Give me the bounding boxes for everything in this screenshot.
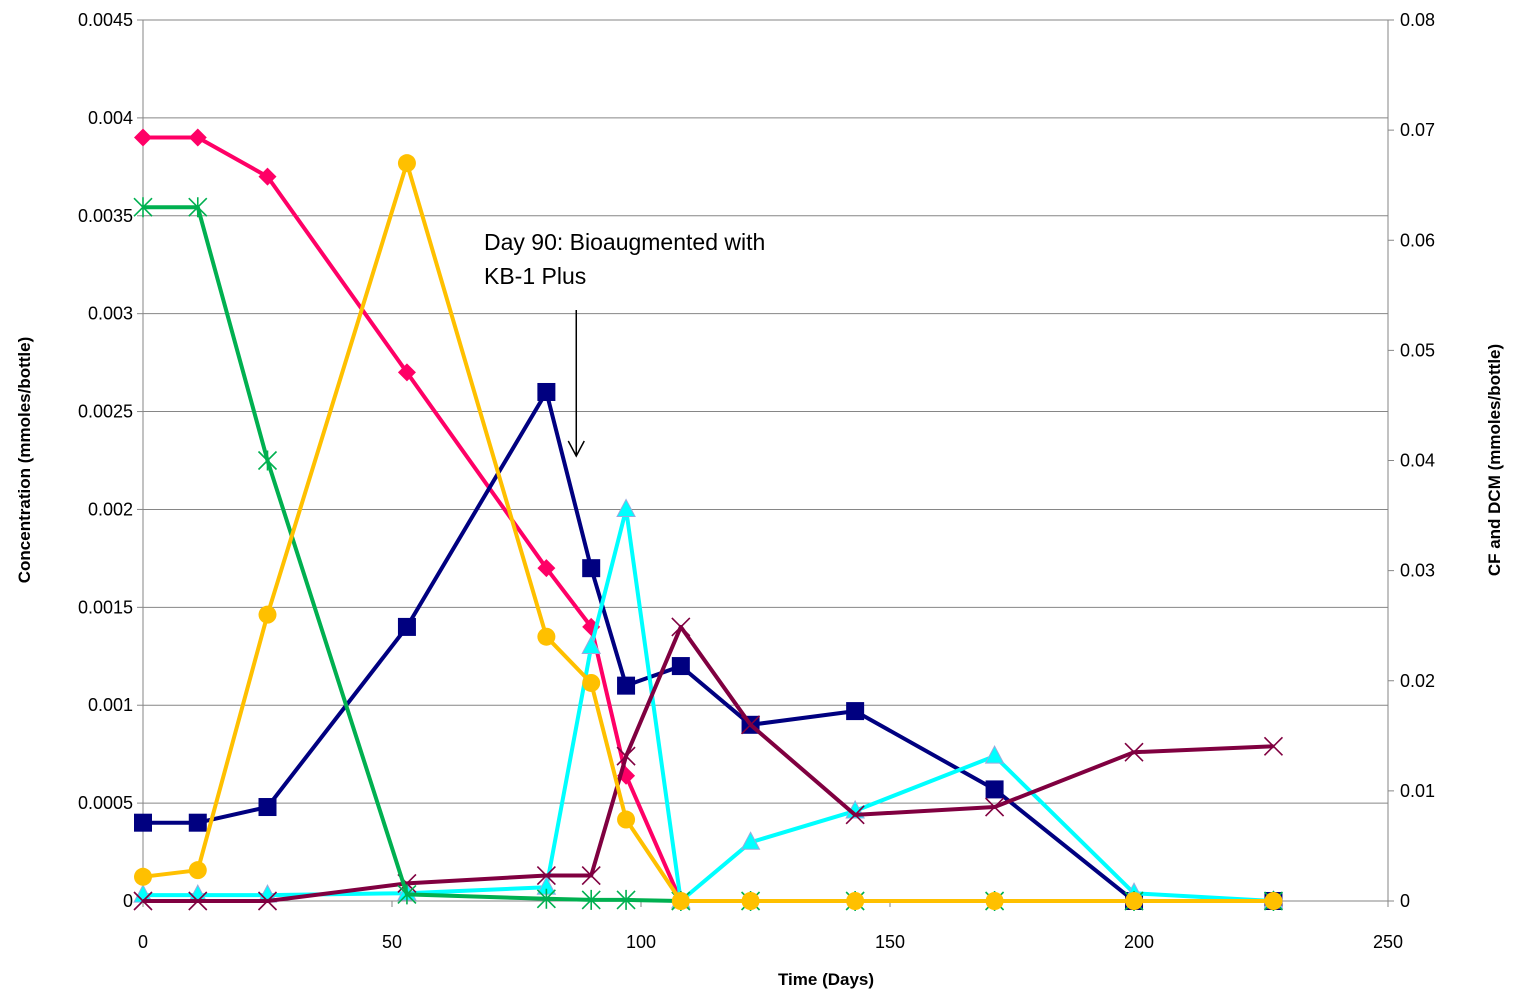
- y-right-tick-label: 0.07: [1400, 120, 1435, 140]
- circle-marker: [846, 892, 865, 910]
- y-right-tick-label: 0: [1400, 891, 1410, 911]
- star-marker: [616, 889, 636, 910]
- y-left-tick-label: 0.002: [88, 499, 133, 519]
- y-left-tick-label: 0.004: [88, 108, 133, 128]
- diamond-marker: [188, 128, 207, 147]
- x-tick-label: 50: [382, 932, 402, 952]
- x-tick-label: 250: [1373, 932, 1403, 952]
- series-group: [133, 128, 1284, 911]
- y-right-tick-label: 0.03: [1400, 561, 1435, 581]
- y-left-tick-label: 0.0005: [78, 793, 133, 813]
- y-right-axis-title: CF and DCM (mmoles/bottle): [1485, 344, 1504, 576]
- x-marker: [133, 891, 153, 911]
- x-marker: [188, 891, 208, 911]
- diamond-marker: [258, 167, 277, 186]
- square-marker: [985, 780, 1004, 799]
- x-axis-title: Time (Days): [778, 970, 874, 989]
- x-marker: [581, 865, 601, 886]
- y-right-tick-label: 0.08: [1400, 10, 1435, 30]
- circle-marker: [985, 892, 1004, 910]
- square-marker: [397, 617, 416, 636]
- x-tick-label: 200: [1124, 932, 1154, 952]
- y-right-tick-label: 0.02: [1400, 671, 1435, 691]
- x-marker: [1124, 742, 1144, 762]
- x-marker: [536, 865, 556, 886]
- triangle-marker: [984, 745, 1005, 764]
- y-left-tick-label: 0.001: [88, 695, 133, 715]
- star-marker: [133, 197, 153, 218]
- y-left-tick-label: 0: [123, 891, 133, 911]
- square-marker: [134, 813, 152, 832]
- y-right-tick-label: 0.05: [1400, 340, 1435, 360]
- x-marker: [985, 797, 1005, 817]
- triangle-marker: [616, 498, 636, 517]
- y-right-tick-label: 0.04: [1400, 451, 1435, 471]
- star-marker: [188, 197, 208, 218]
- x-marker: [671, 617, 691, 637]
- x-tick-label: 0: [138, 932, 148, 952]
- tick-labels: 0 0.0005 0.001 0.0015 0.002 0.0025 0.003 0.0035…: [78, 10, 1435, 952]
- square-marker: [258, 798, 277, 817]
- y-left-tick-label: 0.0025: [78, 402, 133, 422]
- square-marker: [617, 676, 636, 695]
- square-marker: [582, 559, 601, 578]
- circle-marker: [537, 627, 556, 646]
- gridlines: [143, 19, 1388, 804]
- circle-marker: [671, 892, 690, 910]
- circle-marker: [741, 892, 760, 910]
- circle-marker: [1264, 892, 1283, 910]
- square-marker: [846, 702, 865, 721]
- circle-marker: [134, 867, 152, 886]
- y-left-tick-label: 0.003: [88, 304, 133, 324]
- circle-marker: [397, 154, 416, 173]
- diamond-marker: [397, 363, 416, 382]
- x-marker: [1263, 736, 1284, 756]
- series-5: [134, 154, 1283, 910]
- y-left-tick-label: 0.0045: [78, 10, 133, 30]
- annotation-line-2: KB-1 Plus: [484, 263, 586, 289]
- x-tick-label: 100: [626, 932, 656, 952]
- circle-marker: [617, 810, 636, 829]
- axes: [137, 19, 1394, 907]
- square-marker: [671, 657, 690, 676]
- diamond-marker: [537, 559, 556, 578]
- circle-marker: [188, 861, 207, 880]
- square-marker: [537, 382, 556, 401]
- series-line: [142, 161, 1274, 903]
- annotation-arrow-head: [567, 440, 585, 458]
- y-left-tick-label: 0.0015: [78, 597, 133, 617]
- star-marker: [581, 889, 601, 910]
- series-4: [133, 197, 1284, 911]
- series-2: [133, 498, 1284, 909]
- triangle-marker: [581, 635, 602, 654]
- circle-marker: [258, 605, 277, 624]
- series-line: [143, 624, 1274, 903]
- x-tick-label: 150: [875, 932, 905, 952]
- triangle-marker: [740, 831, 761, 850]
- series-3: [133, 617, 1284, 911]
- y-left-tick-label: 0.0035: [78, 206, 133, 226]
- x-marker: [257, 891, 278, 911]
- annotation-line-1: Day 90: Bioaugmented with: [484, 229, 765, 255]
- x-marker: [616, 746, 636, 766]
- star-marker: [257, 450, 278, 471]
- x-marker: [845, 805, 865, 825]
- annotation: Day 90: Bioaugmented with KB-1 Plus: [484, 229, 765, 458]
- series-1: [134, 382, 1283, 910]
- star-marker: [397, 884, 417, 905]
- circle-marker: [1125, 892, 1144, 910]
- series-line: [143, 205, 1274, 903]
- y-left-axis-title: Concentration (mmoles/bottle): [15, 337, 34, 584]
- y-right-tick-label: 0.01: [1400, 781, 1435, 801]
- x-marker: [740, 715, 761, 735]
- circle-marker: [582, 673, 601, 692]
- diamond-marker: [134, 128, 152, 147]
- square-marker: [188, 813, 207, 832]
- star-marker: [536, 888, 556, 909]
- y-right-tick-label: 0.06: [1400, 230, 1435, 250]
